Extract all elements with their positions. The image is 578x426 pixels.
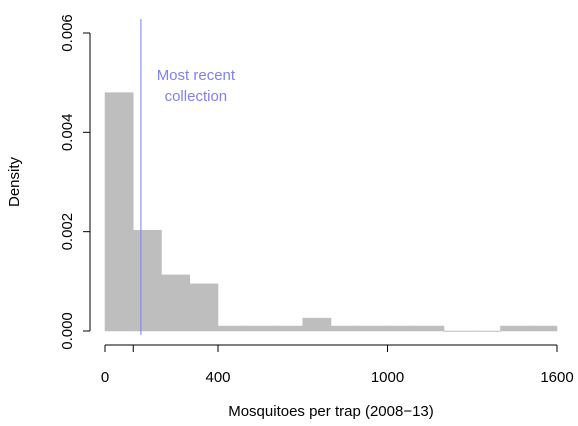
reference-label: collection: [165, 88, 228, 105]
histogram-bar: [104, 92, 134, 332]
histogram-bar: [359, 325, 388, 332]
reference-label: Most recent: [157, 67, 236, 84]
histogram-bar: [217, 325, 247, 332]
x-tick-label: 1600: [540, 369, 573, 386]
y-tick-label: 0.006: [59, 14, 76, 52]
x-tick-label: 0: [101, 369, 109, 386]
x-axis-label: Mosquitoes per trap (2008−13): [228, 403, 434, 420]
histogram-bar: [133, 229, 162, 332]
y-tick-label: 0.002: [59, 213, 76, 251]
y-tick-label: 0.000: [59, 312, 76, 350]
histogram-bar: [161, 274, 190, 332]
histogram-bar: [443, 330, 473, 332]
histogram-bar: [387, 325, 416, 332]
x-tick-label: 1000: [371, 369, 404, 386]
y-tick-label: 0.004: [59, 114, 76, 152]
histogram-bar: [302, 317, 332, 332]
histogram-bar: [274, 325, 303, 332]
histogram-bar: [528, 325, 558, 332]
histogram-bar: [246, 325, 275, 332]
x-tick-label: 400: [205, 369, 230, 386]
histogram-bar: [472, 330, 501, 332]
histogram-bar: [500, 325, 529, 332]
y-axis-label: Density: [6, 156, 23, 207]
histogram-bar: [189, 283, 219, 332]
histogram-bar: [330, 325, 360, 332]
histogram-bar: [415, 325, 445, 332]
